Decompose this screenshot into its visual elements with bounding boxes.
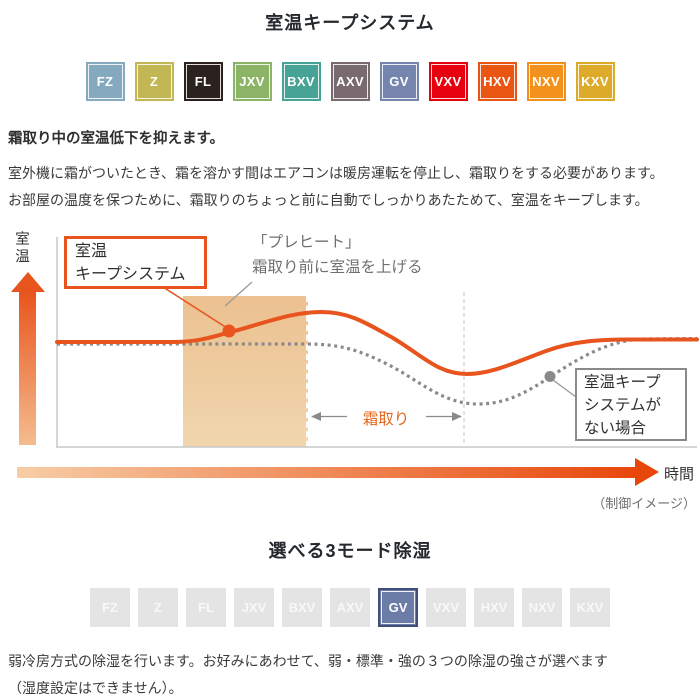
model-badge-label: Z: [149, 74, 159, 89]
x-axis-label: 時間: [664, 466, 695, 483]
model-badge2-kxv: KXV: [570, 588, 610, 627]
no-system-pointer-line: [552, 379, 577, 398]
dehumidify-description-line1: 弱冷房方式の除湿を行います。お好みにあわせて、弱・標準・強の３つの除湿の強さが選…: [8, 653, 608, 669]
feature-lead-text: 霜取り中の室温低下を抑えます。: [8, 131, 225, 147]
model-badge-hxv: HXV: [477, 62, 517, 101]
model-badge2-gv-selected: GV: [378, 588, 418, 627]
model-badge-label: AXV: [336, 600, 364, 615]
model-badge2-nxv: NXV: [522, 588, 562, 627]
model-badge-label: KXV: [576, 600, 604, 615]
keep-system-callout: 室温 キープシステム: [64, 236, 207, 289]
model-badge-label: Z: [154, 600, 162, 615]
defrost-arrowhead-right: [452, 412, 462, 421]
no-system-line2: システムが: [584, 397, 662, 414]
model-badge-label: HXV: [480, 600, 508, 615]
model-badge-label: NXV: [532, 74, 560, 89]
model-badge-label: AXV: [336, 74, 364, 89]
diagram-note: （制御イメージ）: [592, 496, 696, 511]
temperature-control-diagram: 室温 室温 キープシステム 「プレヒート」 霜取り前に室温を上げる 霜取り 室温…: [0, 225, 700, 515]
model-badge-fl: FL: [183, 62, 223, 101]
keep-callout-line2: キープシステム: [75, 266, 186, 283]
diagram-canvas: [55, 237, 699, 448]
model-badge-vxv: VXV: [428, 62, 468, 101]
model-badge2-fl: FL: [186, 588, 226, 627]
no-system-callout: 室温キープ システムが ない場合: [575, 368, 687, 441]
model-badge-bxv: BXV: [281, 62, 321, 101]
model-badge-fz: FZ: [85, 62, 125, 101]
time-axis-arrow-shaft: [17, 467, 637, 478]
model-badge-label: NXV: [528, 600, 556, 615]
model-badge-gv: GV: [379, 62, 419, 101]
model-badge2-vxv: VXV: [426, 588, 466, 627]
model-badge2-bxv: BXV: [282, 588, 322, 627]
model-badge2-jxv: JXV: [234, 588, 274, 627]
keep-callout-line1: 室温: [75, 243, 108, 260]
preheat-line1: 「プレヒート」: [252, 234, 361, 251]
no-system-line3: ない場合: [584, 420, 647, 437]
keep-callout-pointer-line: [162, 286, 228, 329]
preheat-line2: 霜取り前に室温を上げる: [252, 259, 423, 276]
model-badge-row-2: FZ Z FL JXV BXV AXV GV VXV HXV NXV KXV: [0, 588, 700, 627]
model-badge2-axv: AXV: [330, 588, 370, 627]
model-badge-label: GV: [389, 74, 409, 89]
preheat-annotation: 「プレヒート」 霜取り前に室温を上げる: [252, 230, 423, 280]
model-badge-z: Z: [134, 62, 174, 101]
model-badge-jxv: JXV: [232, 62, 272, 101]
defrost-arrowhead-left: [311, 412, 321, 421]
model-badge-label: KXV: [581, 74, 609, 89]
model-badge-label: HXV: [483, 74, 511, 89]
model-badge-kxv: KXV: [575, 62, 615, 101]
preheat-highlight-band: [183, 296, 308, 447]
model-badge-label: JXV: [241, 600, 267, 615]
model-badge-label: GV: [388, 600, 408, 615]
model-badge-label: FL: [194, 74, 212, 89]
model-badge-label: JXV: [239, 74, 265, 89]
defrost-span-label: 霜取り: [362, 411, 410, 428]
feature-description-line1: 室外機に霜がついたとき、霜を溶かす間はエアコンは暖房運転を停止し、霜取りをする必…: [8, 165, 664, 181]
model-badge2-z: Z: [138, 588, 178, 627]
without-system-marker-dot: [544, 371, 556, 382]
no-system-line1: 室温キープ: [584, 374, 661, 391]
section-title-room-temp-keep: 室温キープシステム: [265, 13, 435, 33]
model-badge-axv: AXV: [330, 62, 370, 101]
model-badge-nxv: NXV: [526, 62, 566, 101]
model-badge-label: BXV: [288, 600, 316, 615]
model-badge-label: FZ: [96, 74, 114, 89]
dehumidify-description-line2: （湿度設定はできません）。: [8, 680, 183, 696]
y-axis-arrow-icon: [11, 272, 45, 292]
model-badge-row-1: FZ Z FL JXV BXV AXV GV VXV HXV NXV KXV: [0, 62, 700, 101]
feature-description: 室外機に霜がついたとき、霜を溶かす間はエアコンは暖房運転を停止し、霜取りをする必…: [8, 160, 698, 214]
model-badge-label: FL: [198, 600, 214, 615]
temp-without-system-line: [57, 336, 698, 406]
preheat-pointer-line: [224, 281, 253, 307]
section-title-3mode-dehumidify: 選べる3モード除湿: [268, 541, 432, 561]
y-axis-label: 室温: [13, 231, 29, 266]
model-badge-label: VXV: [432, 600, 459, 615]
feature-description-line2: お部屋の温度を保つために、霜取りのちょっと前に自動でしっかりあたためて、室温をキ…: [8, 192, 649, 208]
with-system-marker-dot: [222, 324, 236, 338]
temp-with-system-line: [55, 309, 699, 377]
dehumidify-description: 弱冷房方式の除湿を行います。お好みにあわせて、弱・標準・強の３つの除湿の強さが選…: [8, 648, 698, 700]
model-badge-label: VXV: [434, 74, 462, 89]
model-badge2-hxv: HXV: [474, 588, 514, 627]
model-badge2-fz: FZ: [90, 588, 130, 627]
y-axis-arrow-shaft: [19, 291, 36, 445]
model-badge-label: FZ: [102, 600, 118, 615]
model-badge-label: BXV: [287, 74, 315, 89]
time-axis-arrow-icon: [635, 458, 659, 486]
